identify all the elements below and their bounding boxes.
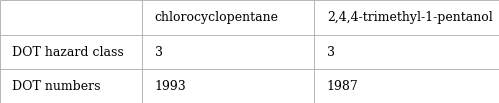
Text: 1987: 1987 xyxy=(327,80,359,92)
Text: DOT numbers: DOT numbers xyxy=(12,80,101,92)
Text: 3: 3 xyxy=(327,46,335,59)
Text: DOT hazard class: DOT hazard class xyxy=(12,46,124,59)
Text: chlorocyclopentane: chlorocyclopentane xyxy=(155,11,278,24)
Text: 3: 3 xyxy=(155,46,163,59)
Text: 1993: 1993 xyxy=(155,80,187,92)
Text: 2,4,4-trimethyl-1-pentanol: 2,4,4-trimethyl-1-pentanol xyxy=(327,11,493,24)
